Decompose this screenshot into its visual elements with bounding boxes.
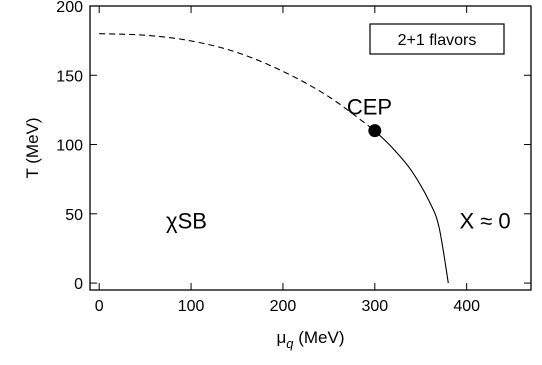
y-axis-label: T (MeV)	[23, 117, 42, 178]
first-order-line-solid	[374, 130, 449, 284]
x-axis-label: μq (MeV)	[276, 328, 344, 351]
x-axis-subscript: q	[286, 336, 294, 351]
x-axis-unit: (MeV)	[294, 328, 345, 347]
y-tick-label: 200	[56, 0, 83, 16]
restored-region-label: X ≈ 0	[459, 209, 510, 234]
legend-box-group: 2+1 flavors	[369, 23, 505, 55]
crossover-line-dashed	[99, 33, 376, 132]
x-tick-label: 300	[361, 298, 388, 315]
x-tick-label: 200	[270, 298, 297, 315]
point-layer: CEP	[347, 95, 392, 138]
tick-layer: 0 100 200 300 400 0 50 100 150 200	[56, 0, 531, 315]
x-tick-label: 100	[178, 298, 205, 315]
chiral-broken-region-label: χSB	[166, 209, 207, 234]
x-axis-symbol: μ	[276, 328, 286, 347]
y-tick-label: 150	[56, 68, 83, 85]
critical-end-point-label: CEP	[347, 95, 392, 120]
y-tick-label: 100	[56, 138, 83, 155]
x-tick-label: 0	[95, 298, 104, 315]
legend-box-label: 2+1 flavors	[398, 32, 477, 49]
plot-frame	[89, 5, 532, 291]
curve-layer	[99, 33, 449, 284]
y-tick-label: 50	[65, 207, 83, 224]
y-tick-label: 0	[74, 276, 83, 293]
legend-box	[369, 23, 505, 55]
annotation-layer: χSB X ≈ 0	[166, 209, 511, 234]
x-tick-label: 400	[453, 298, 480, 315]
critical-end-point-marker	[368, 124, 382, 138]
